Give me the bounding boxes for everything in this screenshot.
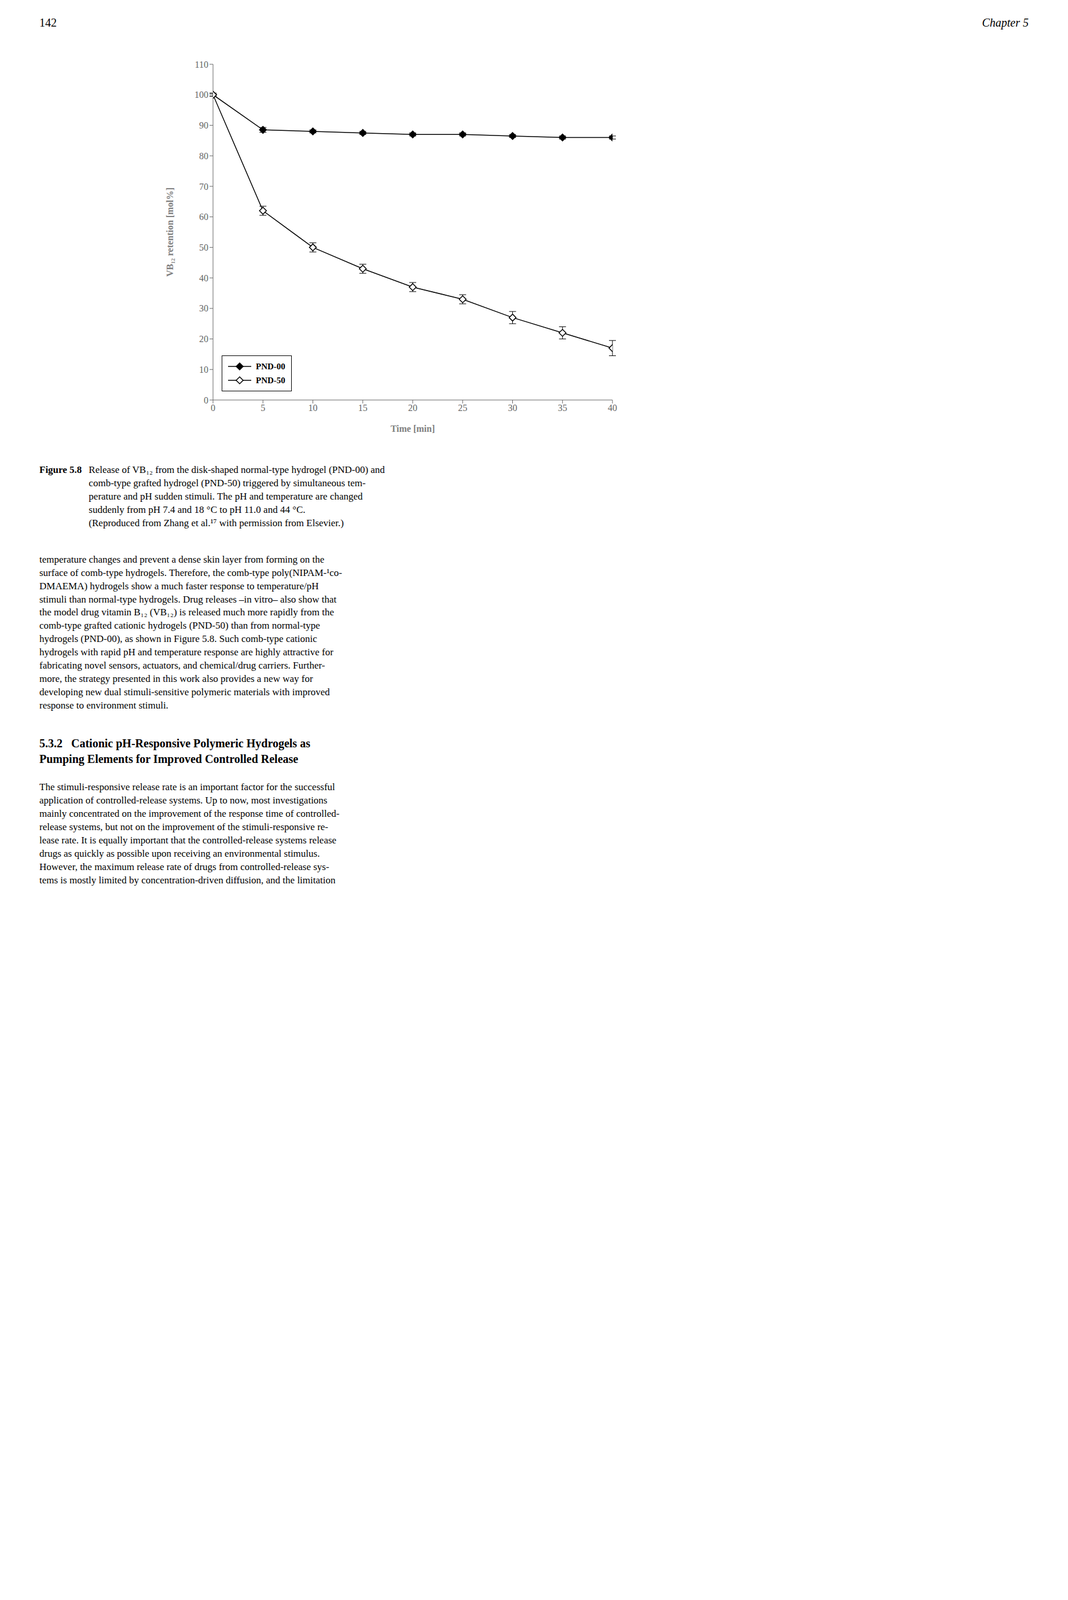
svg-text:25: 25 [457, 402, 468, 413]
svg-text:70: 70 [199, 181, 209, 192]
svg-text:110: 110 [195, 59, 209, 70]
html-text:142: 142 [39, 16, 57, 29]
svg-text:90: 90 [199, 120, 209, 131]
svg-text:80: 80 [199, 151, 209, 161]
svg-text:50: 50 [199, 242, 209, 253]
svg-text:0: 0 [210, 402, 216, 413]
svg-text:30: 30 [508, 402, 518, 413]
svg-text:35: 35 [558, 402, 568, 413]
svg-text:20: 20 [408, 402, 418, 413]
svg-text:15: 15 [358, 402, 368, 413]
html-text:temperature changes and preven: temperature changes and prevent a dense … [39, 553, 343, 711]
svg-text:40: 40 [607, 402, 618, 413]
html-text:The stimuli-responsive release: The stimuli-responsive release rate is a… [39, 781, 340, 886]
svg-text:20: 20 [199, 334, 209, 344]
html-text:Release of VB₁₂ from the disk-: Release of VB₁₂ from the disk-shaped nor… [88, 464, 385, 529]
svg-text:100: 100 [194, 89, 209, 100]
svg-text:10: 10 [199, 364, 209, 375]
svg-text:40: 40 [199, 273, 209, 284]
html-text:Figure 5.8: Figure 5.8 [39, 464, 82, 476]
html-text:Chapter 5: Chapter 5 [981, 16, 1029, 29]
svg-text:30: 30 [199, 303, 209, 314]
svg-text:5: 5 [260, 402, 266, 413]
svg-text:0: 0 [203, 395, 209, 406]
html-text:5.3.2 Cationic pH-Responsive P: 5.3.2 Cationic pH-Responsive Polymeric H… [39, 736, 311, 766]
html-text:PND-50: PND-50 [255, 375, 286, 385]
svg-text:60: 60 [199, 211, 209, 222]
html-text:PND-00: PND-00 [255, 361, 286, 372]
svg-text:VB₁₂ retention [mol%]: VB₁₂ retention [mol%] [164, 187, 175, 277]
svg-text:Time [min]: Time [min] [390, 423, 436, 434]
svg-text:10: 10 [308, 402, 318, 413]
